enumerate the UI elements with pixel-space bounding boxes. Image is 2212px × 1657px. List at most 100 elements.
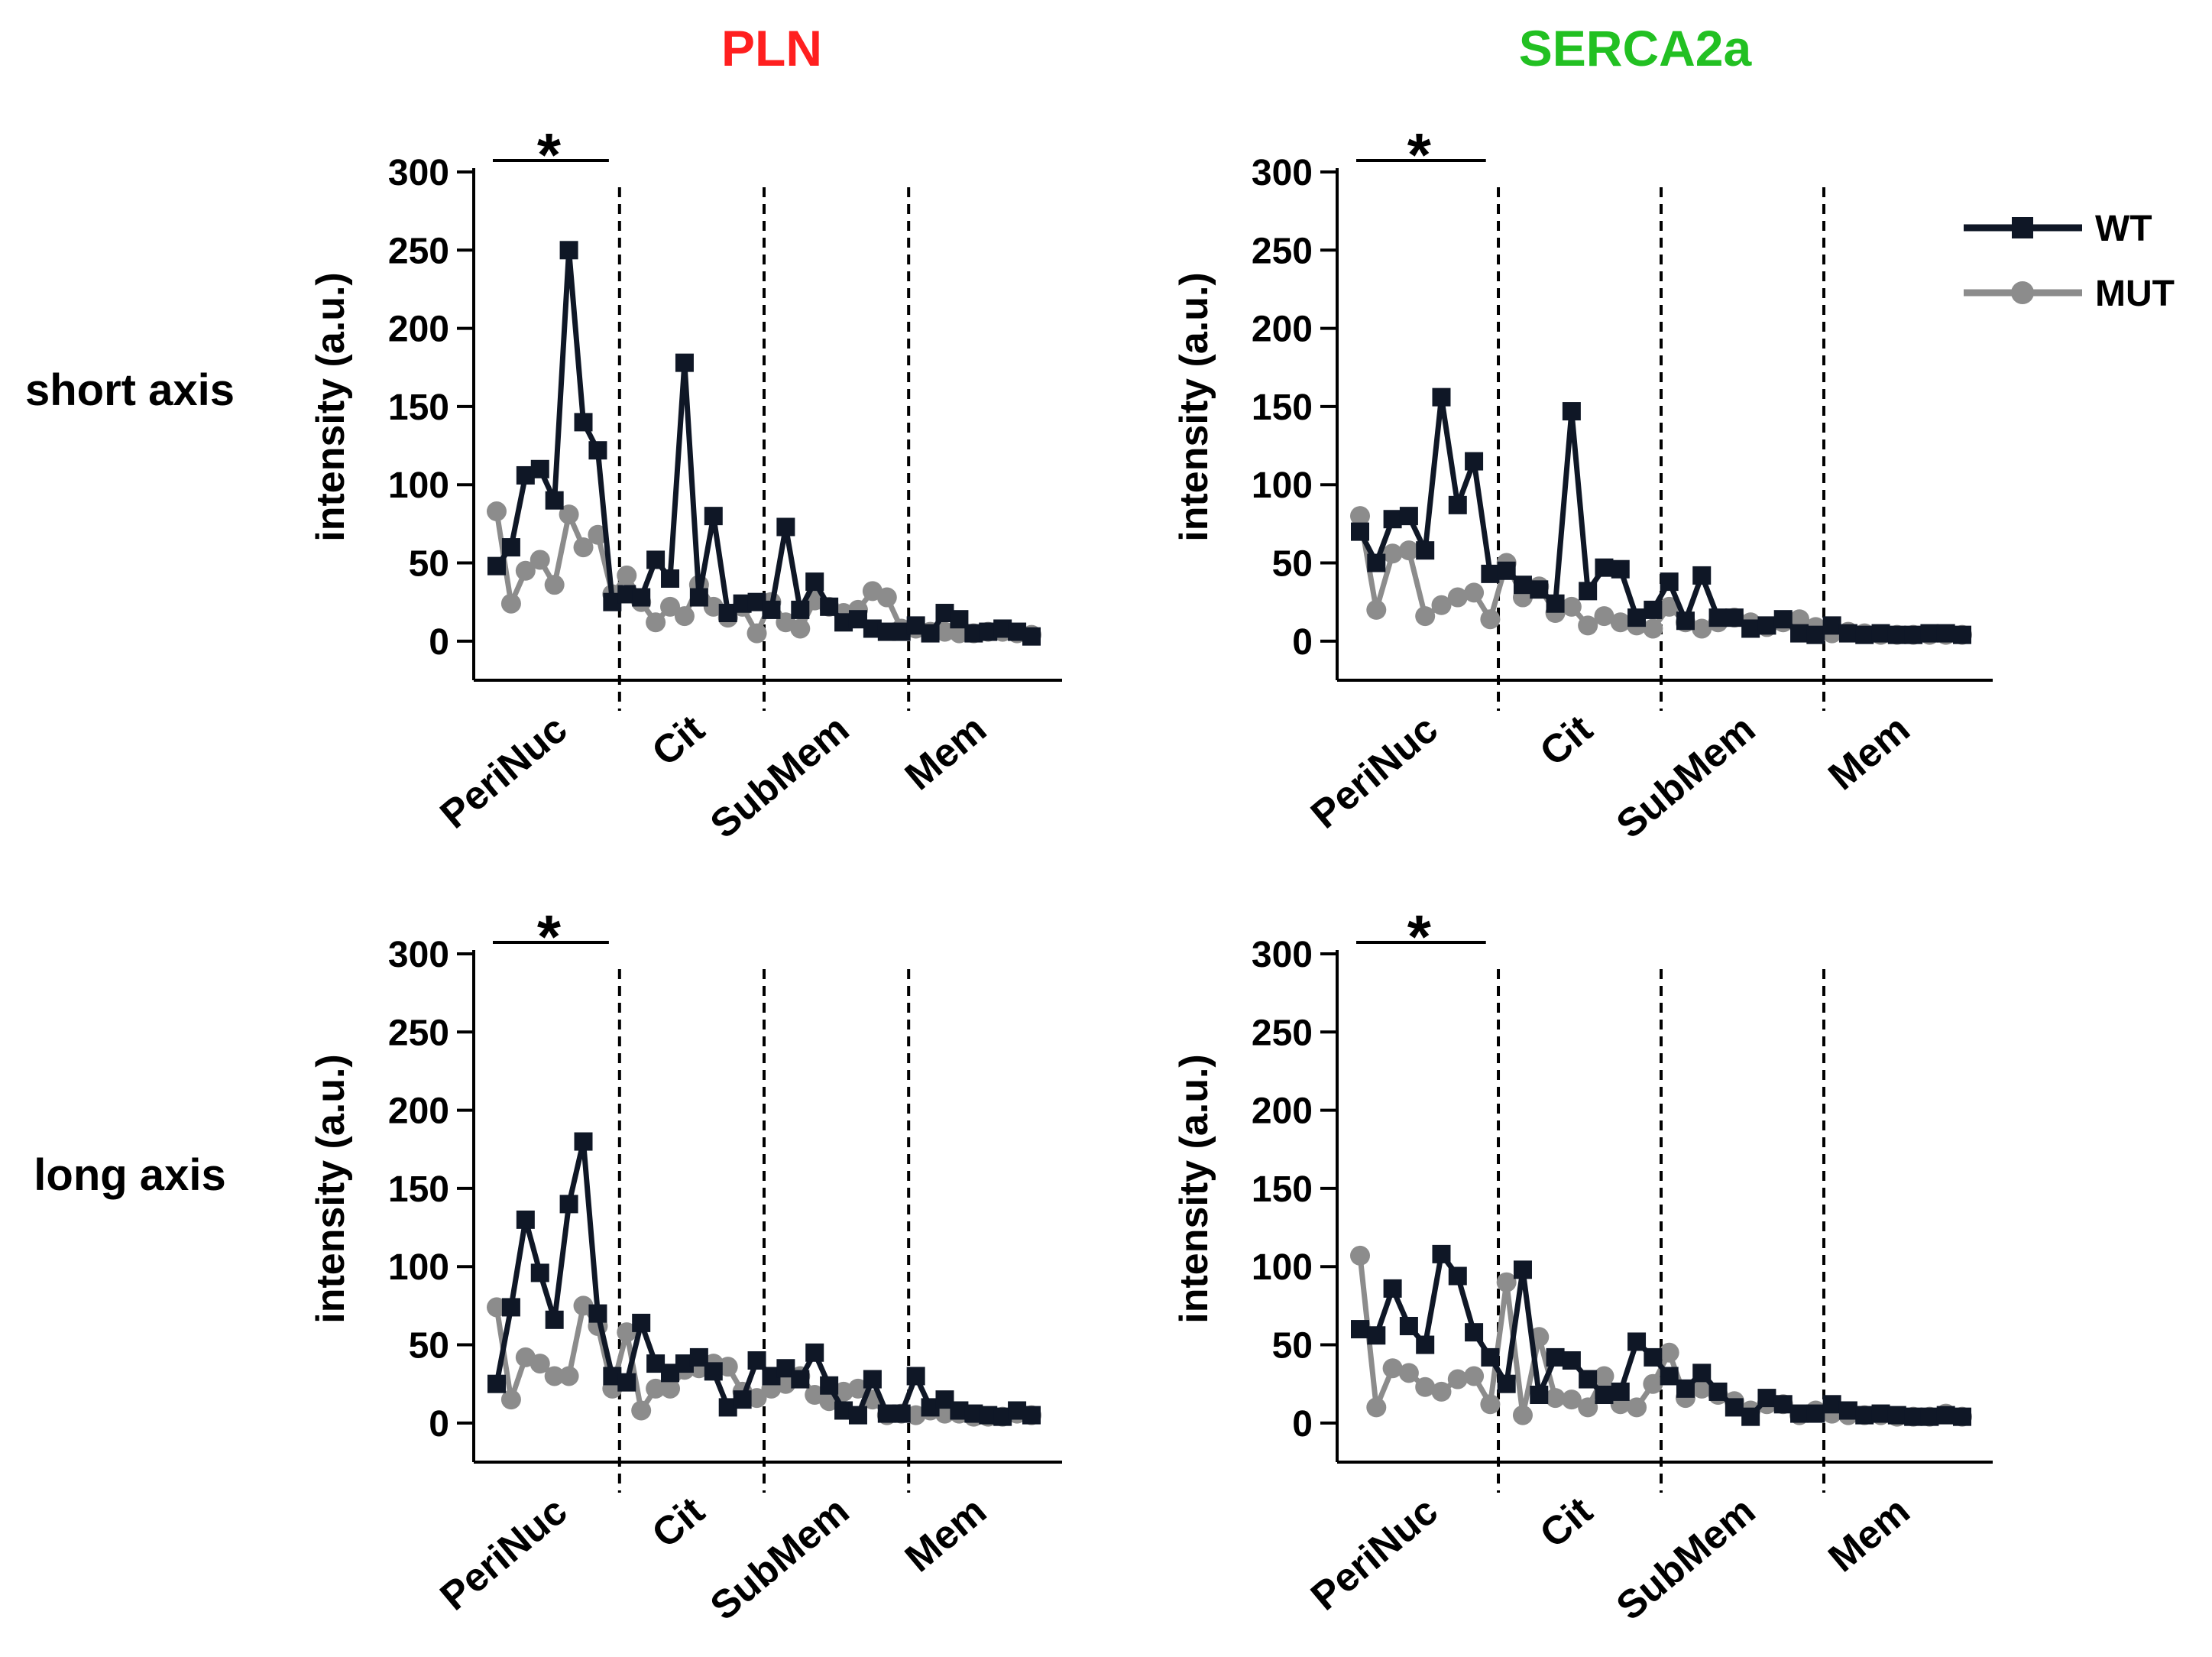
y-tick-label: 300 bbox=[1252, 935, 1313, 975]
data-point-wt bbox=[1465, 452, 1484, 471]
y-tick-label: 250 bbox=[388, 231, 449, 271]
data-point-wt bbox=[1676, 611, 1695, 631]
data-point-mut bbox=[1415, 1377, 1436, 1397]
data-point-wt bbox=[906, 1367, 925, 1386]
data-point-mut bbox=[617, 1322, 637, 1343]
region-label-perinuc: PeriNuc bbox=[1303, 707, 1446, 838]
region-label-mem: Mem bbox=[897, 707, 995, 799]
data-point-mut bbox=[1431, 595, 1452, 615]
data-point-wt bbox=[617, 1373, 636, 1392]
data-point-wt bbox=[487, 1374, 506, 1393]
region-label-submem: SubMem bbox=[702, 707, 857, 848]
data-point-mut bbox=[1398, 540, 1419, 561]
data-point-wt bbox=[487, 556, 506, 576]
data-point-wt bbox=[1022, 627, 1041, 646]
data-point-wt bbox=[805, 572, 824, 592]
data-point-wt bbox=[1432, 387, 1451, 407]
data-point-wt bbox=[1562, 402, 1581, 421]
data-point-mut bbox=[515, 560, 536, 581]
data-point-wt bbox=[704, 1362, 723, 1381]
y-axis-title: intensity (a.u.) bbox=[309, 1054, 353, 1323]
data-point-wt bbox=[1887, 1406, 1906, 1425]
series-wt bbox=[1351, 1244, 1971, 1426]
legend-marker-mut bbox=[2011, 281, 2034, 304]
y-tick-label: 150 bbox=[388, 387, 449, 428]
data-point-mut bbox=[674, 606, 695, 627]
data-point-wt bbox=[1497, 561, 1516, 580]
data-point-wt bbox=[848, 1406, 867, 1425]
data-point-wt bbox=[1871, 624, 1890, 643]
figure-layer: PLN SERCA2a short axis long axis WT MUT 0 50 100… bbox=[25, 20, 2175, 1629]
data-point-mut bbox=[1382, 1358, 1403, 1379]
data-point-wt bbox=[1936, 624, 1955, 643]
data-point-wt bbox=[1822, 616, 1841, 635]
data-point-mut bbox=[1659, 1342, 1679, 1363]
data-point-mut bbox=[646, 612, 666, 633]
data-point-wt bbox=[689, 588, 708, 607]
data-point-wt bbox=[820, 597, 839, 616]
chart-panel-1: 0 50 100 150 200 250 300 intensity (a.u.) PeriNu… bbox=[309, 121, 1062, 847]
data-point-wt bbox=[1351, 1320, 1369, 1339]
y-tick-label: 100 bbox=[388, 1247, 449, 1288]
data-point-wt bbox=[588, 441, 607, 460]
series-wt bbox=[487, 1132, 1041, 1426]
data-point-mut bbox=[1431, 1381, 1452, 1402]
y-axis-title: intensity (a.u.) bbox=[309, 272, 353, 541]
data-point-mut bbox=[1415, 606, 1436, 627]
data-point-wt bbox=[1611, 1382, 1630, 1401]
data-point-wt bbox=[1936, 1406, 1955, 1425]
y-tick-label: 200 bbox=[1252, 1091, 1313, 1132]
data-point-mut bbox=[1594, 1366, 1614, 1386]
data-point-wt bbox=[1448, 495, 1467, 514]
data-point-wt bbox=[1448, 1266, 1467, 1286]
data-point-wt bbox=[1416, 541, 1435, 560]
chart-panel-3: 0 50 100 150 200 250 300 intensity (a.u.) PeriNu… bbox=[309, 903, 1062, 1629]
chart-panel-4: 0 50 100 150 200 250 300 intensity (a.u.) PeriNu… bbox=[1172, 903, 1993, 1629]
region-label-submem: SubMem bbox=[702, 1489, 857, 1629]
y-tick-label: 200 bbox=[388, 1091, 449, 1132]
data-point-wt bbox=[1855, 625, 1874, 644]
data-point-wt bbox=[1416, 1335, 1435, 1354]
region-label-submem: SubMem bbox=[1608, 1489, 1763, 1629]
data-point-wt bbox=[791, 600, 810, 619]
region-label-mem: Mem bbox=[1820, 707, 1918, 799]
data-point-mut bbox=[1561, 596, 1582, 617]
data-point-wt bbox=[1757, 616, 1776, 635]
data-point-mut bbox=[1594, 606, 1614, 627]
data-point-wt bbox=[1595, 1386, 1614, 1405]
data-point-mut bbox=[559, 1366, 579, 1386]
data-point-wt bbox=[1822, 1395, 1841, 1414]
data-point-mut bbox=[530, 1354, 550, 1374]
region-label-perinuc: PeriNuc bbox=[432, 1489, 576, 1620]
data-point-wt bbox=[1481, 1347, 1500, 1367]
data-point-mut bbox=[631, 1400, 652, 1421]
data-point-mut bbox=[790, 618, 811, 639]
data-point-mut bbox=[544, 575, 565, 595]
y-tick-label: 100 bbox=[1252, 1247, 1313, 1288]
data-point-mut bbox=[544, 1366, 565, 1386]
data-point-mut bbox=[1464, 1366, 1485, 1386]
data-point-wt bbox=[1855, 1406, 1874, 1425]
legend-label-mut: MUT bbox=[2095, 274, 2175, 314]
data-point-wt bbox=[1741, 1407, 1760, 1426]
data-point-wt bbox=[776, 517, 795, 537]
data-point-mut bbox=[1464, 582, 1485, 603]
data-point-wt bbox=[559, 241, 578, 260]
y-tick-label: 150 bbox=[388, 1169, 449, 1210]
data-point-mut bbox=[530, 550, 550, 570]
data-point-wt bbox=[1708, 608, 1728, 627]
data-point-wt bbox=[1708, 1382, 1728, 1401]
data-point-mut bbox=[646, 1378, 666, 1399]
data-point-wt bbox=[675, 353, 694, 372]
data-point-wt bbox=[661, 569, 680, 588]
data-point-wt bbox=[863, 1370, 882, 1389]
data-point-wt bbox=[1904, 1407, 1923, 1426]
y-tick-label: 150 bbox=[1252, 1169, 1313, 1210]
y-tick-label: 250 bbox=[1252, 231, 1313, 271]
data-point-mut bbox=[1480, 1394, 1501, 1415]
y-tick-label: 50 bbox=[409, 544, 449, 585]
data-point-mut bbox=[1578, 615, 1598, 636]
data-point-wt bbox=[1367, 553, 1386, 572]
data-point-wt bbox=[1871, 1404, 1890, 1423]
